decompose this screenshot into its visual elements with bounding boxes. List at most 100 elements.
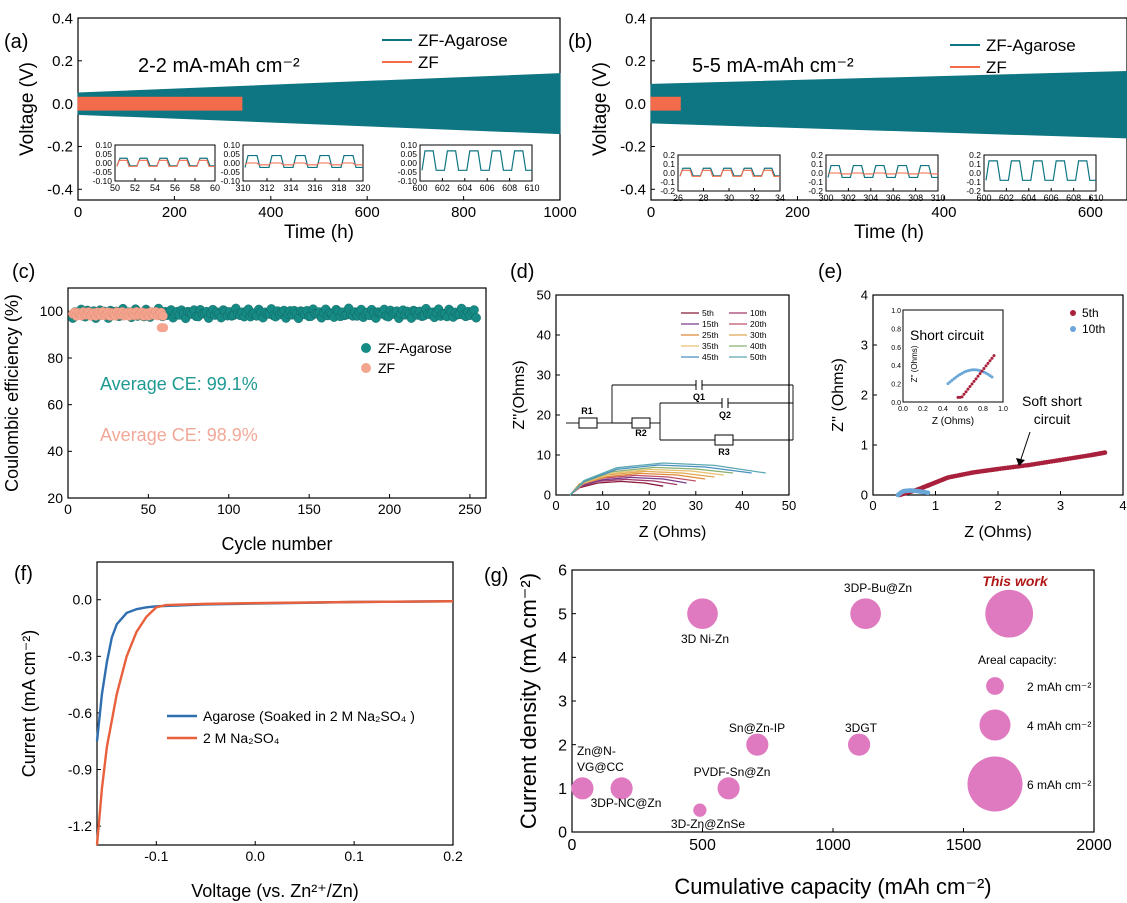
y-tick-label: 3 (861, 338, 868, 353)
inset-0: 26 28 30 32 34 -0.2-0.10.00.10.2 (660, 150, 785, 203)
x-axis-label: Cycle number (221, 534, 332, 554)
ce-point-zf (159, 323, 169, 333)
inset-y-tick-label: 0.2 (811, 150, 823, 160)
point-label: 3DP-Bu@Zn (844, 581, 912, 595)
inset-point-5th (990, 356, 994, 360)
inset-point-5th (972, 379, 976, 383)
inset-y-tick-label: -0.05 (398, 167, 418, 177)
panel-g: 0 500 1000 1500 2000 0 1 2 3 4 5 6 Cumulative capaci… (484, 563, 1112, 899)
inset-y-tick-label: -0.10 (221, 176, 241, 186)
x-tick-label: 400 (258, 204, 283, 221)
condition-annotation: 5-5 mA-mAh cm⁻² (692, 55, 854, 77)
bubble-point (687, 598, 718, 630)
inset-wave-zf (827, 172, 938, 175)
inset-y-tick-label: 0.2 (891, 382, 901, 389)
inset-wave-zf-agarose (421, 150, 532, 171)
legend-label: 5th (702, 308, 714, 318)
x-tick-label: 0 (552, 498, 559, 513)
inset-x-tick-label: 308 (908, 193, 923, 203)
inset-x-tick-label: 54 (150, 183, 160, 193)
inset-x-tick-label: 1.0 (998, 406, 1008, 413)
y-tick-label: 40 (47, 443, 63, 459)
y-axis-label: Z'' (Ohms) (830, 358, 847, 432)
inset-x-tick-label: 52 (130, 183, 140, 193)
y-axis-label: Current (mA cm⁻²) (19, 630, 39, 778)
inset-2: 600 602 604 606 608 610 -0.2-0.10.00.10.2 (966, 150, 1103, 203)
y-tick-label: 6 (558, 563, 567, 580)
soft-short-annotation: Soft short (1022, 393, 1082, 409)
x-tick-label: -0.1 (144, 848, 168, 864)
x-axis-label: Z (Ohms) (964, 524, 1032, 541)
inset-y-tick-label: 0.0 (663, 168, 675, 178)
x-tick-label: 1500 (946, 837, 982, 854)
inset-wave-zf (679, 169, 780, 177)
x-tick-label: 1000 (815, 837, 851, 854)
inset-x-tick-label: 316 (307, 183, 322, 193)
y-tick-label: 10 (537, 448, 551, 463)
inset-x-tick-label: 0.2 (918, 406, 928, 413)
inset-point-5th (992, 354, 996, 358)
size-legend-label: 6 mAh cm⁻² (1027, 778, 1091, 792)
legend-label: 10th (1082, 322, 1105, 336)
inset-x-tick-label: 310 (930, 193, 945, 203)
point-label: Sn@Zn-IP (729, 721, 785, 735)
inset-x-tick-label: 604 (1021, 193, 1036, 203)
inset-y-tick-label: 0.05 (95, 149, 112, 159)
panel-label: (a) (4, 31, 28, 53)
average-ce-annotation: Average CE: 98.9% (100, 425, 258, 445)
y-tick-label: 4 (861, 288, 868, 303)
y-tick-label: 5 (558, 606, 567, 623)
inset-x-tick-label: 0.0 (898, 406, 908, 413)
y-tick-label: -0.4 (620, 182, 646, 199)
y-axis-label: Z''(Ohms) (511, 360, 528, 429)
y-tick-label: 2 (558, 737, 567, 754)
legend-marker (361, 363, 371, 373)
inset-x-tick-label: 56 (170, 183, 180, 193)
inset-point-10th (946, 382, 950, 386)
x-tick-label: 0.2 (443, 848, 463, 864)
legend-label: ZF-Agarose (986, 36, 1076, 55)
inset-wave-zf (244, 162, 363, 166)
legend-label: ZF (378, 360, 395, 376)
y-tick-label: 100 (40, 303, 64, 319)
inset-y-tick-label: -0.1 (808, 177, 823, 187)
x-tick-label: 800 (451, 204, 476, 221)
x-tick-label: 40 (735, 498, 749, 513)
x-tick-label: 200 (785, 204, 810, 221)
x-tick-label: 150 (297, 501, 321, 517)
inset-wave-zf-agarose (985, 160, 1096, 181)
y-tick-label: 0.2 (52, 53, 73, 70)
x-tick-label: 200 (378, 501, 402, 517)
lsv-curve-1 (95, 600, 454, 846)
x-tick-label: 30 (689, 498, 703, 513)
inset-y-tick-label: -0.1 (966, 177, 981, 187)
inset-x-tick-label: 600 (976, 193, 991, 203)
inset-frame (902, 309, 1004, 403)
inset-x-tick-label: 600 (412, 183, 427, 193)
x-tick-label: 400 (931, 204, 956, 221)
resistor-r3 (714, 434, 734, 446)
inset-point-5th (980, 369, 984, 373)
inset-x-tick-label: 318 (331, 183, 346, 193)
x-tick-label: 20 (642, 498, 656, 513)
inset-y-tick-label: 1.0 (891, 308, 901, 315)
inset-y-tick-label: 0.2 (969, 150, 981, 160)
y-axis-label: Voltage (V) (590, 62, 611, 156)
inset-x-axis-label: Z (Ohms) (932, 416, 974, 427)
y-tick-label: 40 (537, 328, 551, 343)
ce-point-zf-agarose (471, 313, 481, 323)
ce-point-zf (158, 311, 168, 321)
series-envelope-zf-agarose (650, 71, 1127, 139)
annotation-arrow (1019, 431, 1031, 463)
soft-short-annotation: circuit (1034, 411, 1071, 427)
inset-x-tick-label: 602 (999, 193, 1014, 203)
size-legend-title: Areal capacity: (978, 653, 1057, 667)
x-axis-label: Time (h) (284, 222, 354, 243)
inset-y-tick-label: 0.0 (969, 168, 981, 178)
legend-label: 25th (702, 330, 719, 340)
inset-y-tick-label: 0.00 (400, 158, 417, 168)
arrow-head (1016, 458, 1025, 466)
legend-label: ZF (986, 58, 1007, 77)
inset-point-5th (962, 392, 966, 396)
panel-f: -0.1 0.0 0.1 0.2 -1.2 -0.9 -0.6 -0.3 0.0 Voltage … (14, 561, 463, 901)
